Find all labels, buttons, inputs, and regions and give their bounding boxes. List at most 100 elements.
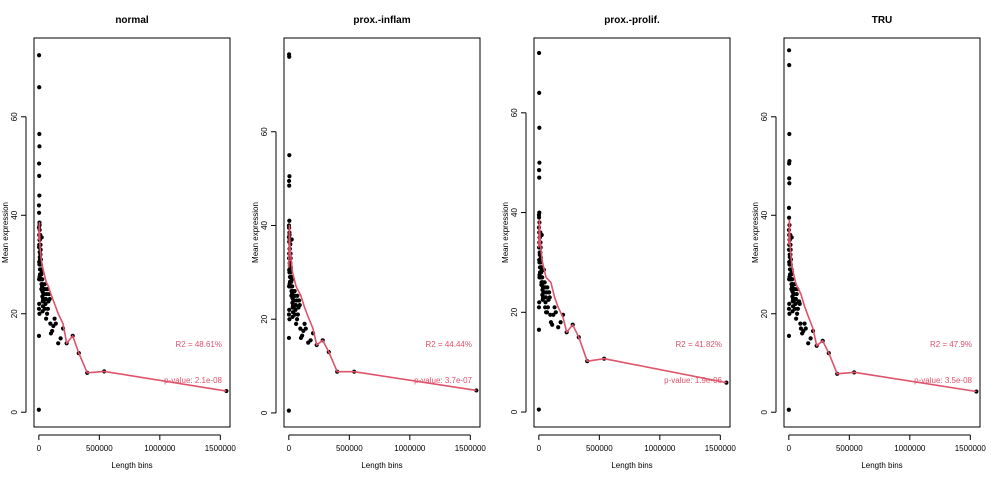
data-point [806,341,811,346]
x-axis: 0 500000 1000000 1500000 [37,434,236,453]
data-point [287,307,292,312]
data-point [536,305,542,310]
y-tick-label: 20 [510,307,519,316]
x-tick-label: 500000 [836,444,863,453]
data-point [294,317,300,322]
x-axis: 0 500000 1000000 1500000 [537,434,736,453]
fit-line [38,221,227,392]
data-point [536,215,542,220]
data-point [44,311,50,316]
data-point [36,306,42,311]
data-point [795,306,801,311]
data-point [287,174,292,179]
y-axis-label: Mean expression [1,202,10,263]
data-point [548,312,553,317]
data-point [537,160,542,165]
x-tick-label: 500000 [336,444,363,453]
y-axis: 0 20 40 60 [510,108,527,414]
data-point [308,338,313,343]
y-tick-label: 60 [260,127,269,136]
y-tick-label: 0 [260,410,269,415]
data-point [36,203,42,208]
data-point [558,320,563,325]
data-point [37,173,42,178]
y-tick-label: 0 [760,409,769,414]
chart-panel-2: prox.-inflam 0 500000 1000000 1500000 Length … [251,15,486,470]
x-axis-label: Length bins [861,461,902,470]
data-point [545,305,551,310]
y-axis: 0 20 40 60 [10,112,27,414]
x-tick-label: 0 [537,444,542,453]
data-point [43,316,49,321]
data-point [303,326,308,331]
y-tick-label: 40 [10,210,19,219]
data-points [786,48,979,412]
y-tick-label: 40 [260,220,269,229]
x-tick-label: 500000 [586,444,613,453]
data-point [547,290,552,295]
chart-panel-4: TRU 0 500000 1000000 1500000 Length bins 0 20 40… [751,15,986,470]
data-point [536,168,542,173]
data-points [286,52,479,413]
data-point [36,210,42,215]
data-point [787,181,792,186]
data-point [543,295,548,300]
data-point [536,327,542,332]
data-point [542,280,547,285]
data-point [36,161,42,166]
data-point [289,277,295,282]
data-point [287,183,292,188]
data-point [297,303,302,308]
data-point [293,321,299,326]
data-point [50,328,55,334]
data-point [38,272,43,277]
data-point [797,301,802,306]
y-tick-label: 60 [510,108,519,117]
data-point [52,316,57,321]
data-point [543,300,548,305]
data-points [536,50,729,412]
data-point [36,277,42,282]
pvalue-annotation: p-value: 3.7e-07 [414,376,472,385]
pvalue-annotation: p-value: 2.1e-08 [164,376,222,385]
data-point [553,310,558,315]
data-point [286,408,291,413]
data-point [786,306,792,311]
fit-line [538,219,727,384]
data-point [786,407,791,412]
data-point [803,326,808,331]
data-point [536,50,542,56]
x-tick-label: 0 [287,444,292,453]
x-tick-label: 1000000 [644,444,676,453]
data-point [39,235,44,240]
x-tick-label: 0 [787,444,792,453]
data-point [298,326,303,331]
data-point [48,321,53,326]
data-point [297,298,302,303]
data-point [537,125,542,130]
data-point [37,144,42,149]
data-point [786,333,792,339]
y-tick-label: 20 [260,314,269,323]
fit-line [288,224,477,392]
data-point [794,311,800,316]
data-point [287,54,292,59]
data-point [58,336,63,341]
data-point [536,407,541,412]
x-tick-label: 0 [37,444,42,453]
data-point [786,215,792,220]
chart-title: prox.-inflam [353,15,410,26]
r2-annotation: R2 = 41.82% [676,340,722,349]
plot-frame [533,37,731,428]
data-point [556,325,561,330]
y-tick-label: 0 [10,409,19,414]
data-point [40,277,45,282]
y-tick-label: 20 [10,309,19,318]
data-point [47,296,52,302]
data-point [293,307,298,312]
data-point [53,321,58,326]
data-point [794,291,799,297]
y-axis-label: Mean expression [751,202,760,263]
data-point [537,300,542,305]
data-point [787,176,792,181]
